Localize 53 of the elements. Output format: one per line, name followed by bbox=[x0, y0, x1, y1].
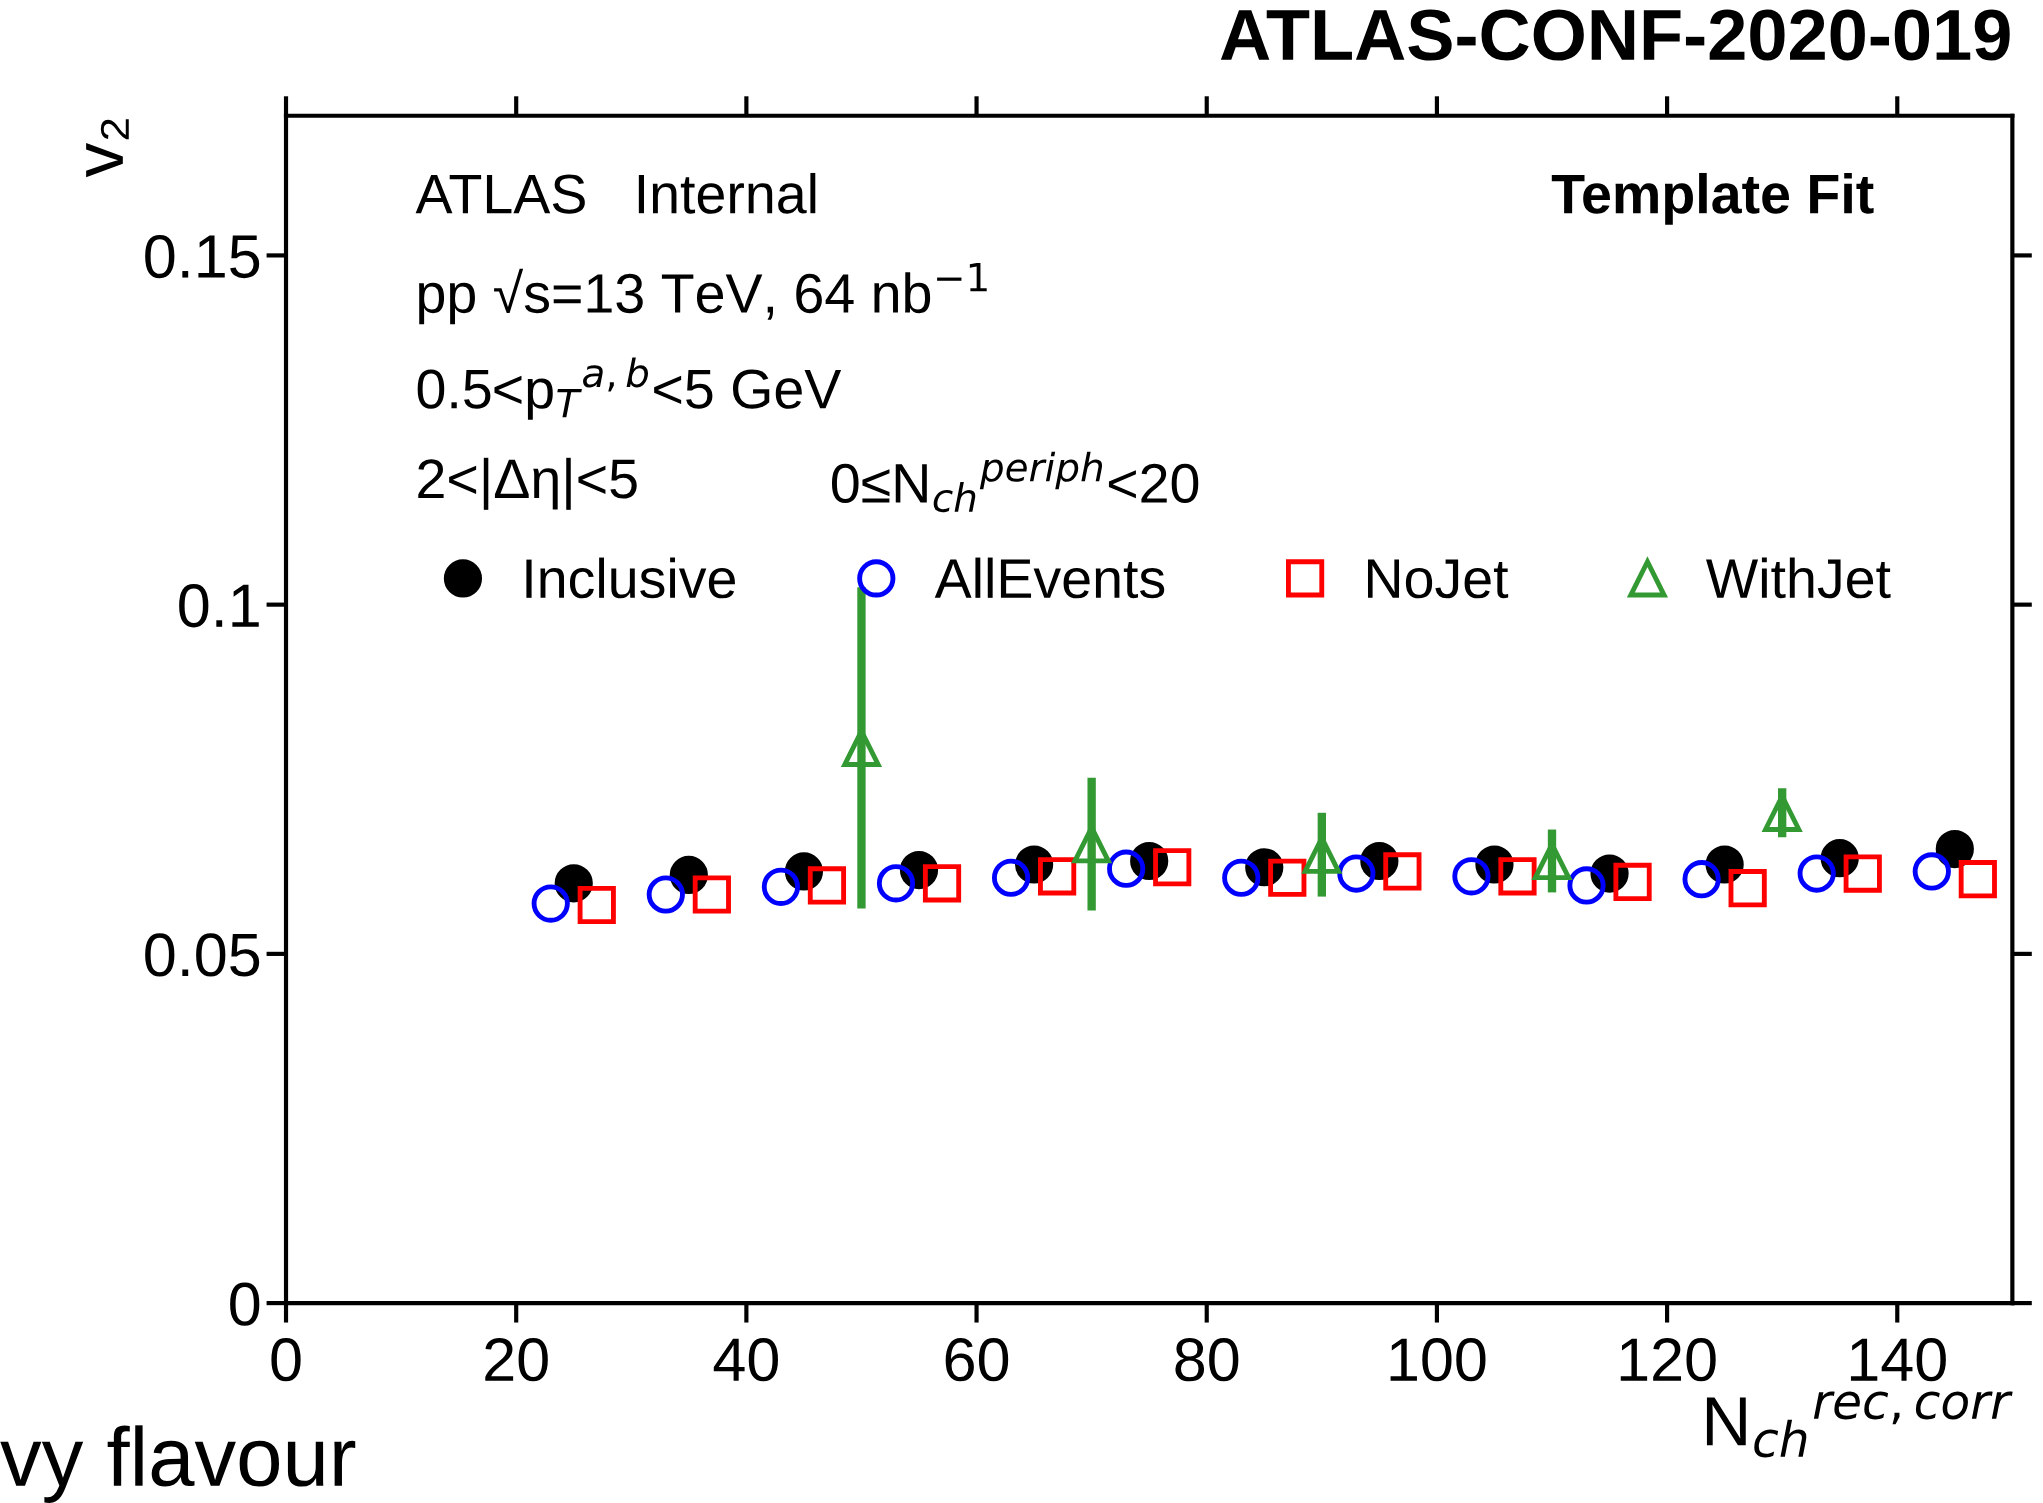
point bbox=[807, 866, 847, 905]
legend-label: Inclusive bbox=[526, 557, 735, 599]
annotation: 0.5<p$_{T}$$^{a,b}$<5 GeV bbox=[417, 357, 842, 420]
point bbox=[1843, 854, 1882, 893]
point bbox=[922, 864, 962, 903]
x-tick-label: 100 bbox=[1390, 1338, 1486, 1382]
point bbox=[646, 875, 685, 914]
point bbox=[1958, 860, 1997, 899]
point bbox=[531, 884, 570, 923]
point bbox=[1038, 857, 1077, 896]
point bbox=[876, 864, 916, 903]
point bbox=[1452, 857, 1491, 896]
x-tick-label: 80 bbox=[1175, 1338, 1239, 1382]
y-tick-label: 0.15 bbox=[145, 234, 260, 279]
point bbox=[1613, 862, 1652, 902]
point bbox=[1153, 848, 1192, 887]
x-tick-label: 120 bbox=[1620, 1338, 1716, 1382]
annotation: ATLAS Internal bbox=[415, 172, 816, 214]
text: vy flavour bbox=[0, 1425, 356, 1503]
legend-label: NoJet bbox=[1367, 559, 1509, 599]
x-tick-label: 140 bbox=[1850, 1338, 1946, 1382]
x-tick-label: 0 bbox=[271, 1338, 301, 1382]
y-tick-label: 0 bbox=[230, 1282, 260, 1326]
point bbox=[991, 858, 1031, 897]
point bbox=[1935, 830, 1974, 869]
point bbox=[1222, 858, 1261, 897]
x-tick-label: 40 bbox=[713, 1338, 778, 1382]
y-tick-label: 0.1 bbox=[179, 584, 259, 628]
point bbox=[1567, 866, 1606, 905]
annotation: 0≤N$_{ch}$$^{periph}$<20 bbox=[831, 451, 1199, 513]
annotation: 2<|Δη|<5 bbox=[418, 457, 637, 510]
legend-label: WithJet bbox=[1706, 557, 1891, 599]
point bbox=[1797, 854, 1836, 893]
point bbox=[1912, 852, 1951, 891]
legend-label: AllEvents bbox=[934, 557, 1165, 599]
point bbox=[1383, 852, 1422, 891]
point bbox=[1337, 854, 1376, 893]
chart-title: ATLAS-CONF-2020-019 bbox=[1220, 9, 2010, 61]
point bbox=[1268, 858, 1307, 897]
point bbox=[1682, 860, 1721, 899]
y-tick-label: 0.05 bbox=[145, 933, 260, 977]
point bbox=[692, 875, 731, 914]
point bbox=[1728, 869, 1767, 908]
annotation: Template Fit bbox=[1551, 172, 1874, 225]
point bbox=[1498, 857, 1537, 896]
x-tick-label: 60 bbox=[945, 1338, 1009, 1382]
x-axis-title: N$_{ch}$$^{rec,corr}$ bbox=[1706, 1391, 2013, 1458]
x-tick-label: 20 bbox=[485, 1338, 548, 1382]
point bbox=[1107, 849, 1146, 888]
y-axis-title: v₂ bbox=[86, 119, 129, 178]
point bbox=[761, 867, 800, 906]
point bbox=[577, 885, 616, 925]
annotation: pp √s=13 TeV, 64 nb$^{−1}$ bbox=[419, 263, 987, 325]
